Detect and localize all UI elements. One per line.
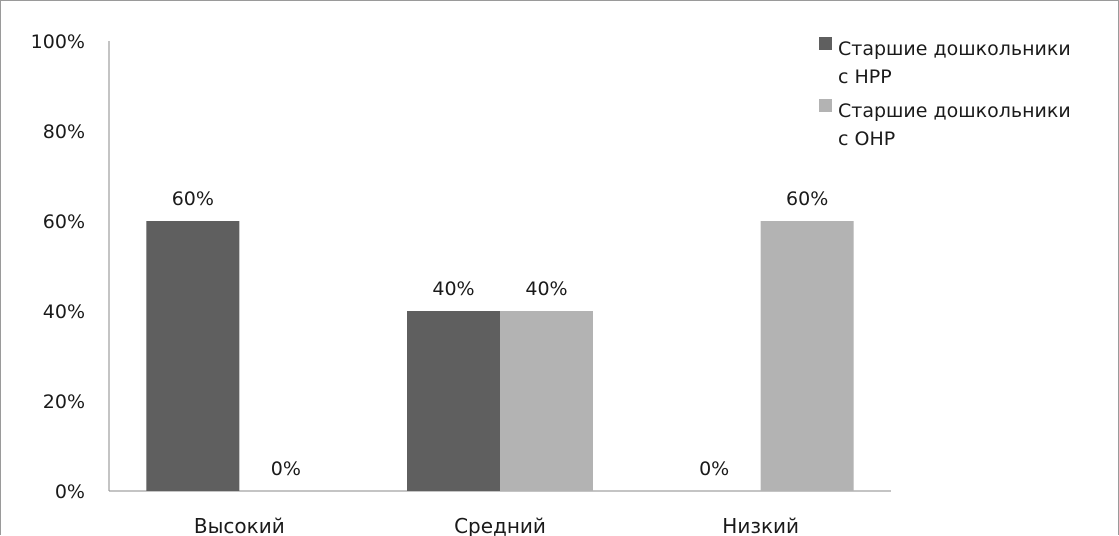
- y-tick-label: 100%: [31, 31, 85, 53]
- category-label: Низкий: [722, 514, 799, 536]
- bar-nrr-1: [407, 311, 500, 491]
- legend-label: с НРР: [838, 66, 892, 88]
- data-label: 60%: [786, 188, 828, 210]
- bar-nrr-0: [146, 221, 240, 491]
- y-tick-label: 60%: [43, 211, 85, 233]
- y-tick-label: 40%: [43, 301, 85, 323]
- legend: Старшие дошкольники с НРР Старшие дошкольн…: [819, 37, 1071, 150]
- legend-label: с ОНР: [838, 128, 895, 150]
- legend-label: Старшие дошкольники: [838, 38, 1071, 60]
- category-labels: Высокий Средний Низкий: [194, 514, 799, 536]
- data-label: 0%: [271, 458, 301, 480]
- legend-swatch-nrr: [819, 37, 832, 50]
- bar-onr-2: [760, 221, 854, 491]
- bars: [146, 221, 854, 491]
- legend-label: Старшие дошкольники: [838, 100, 1071, 122]
- legend-swatch-onr: [819, 99, 832, 112]
- category-label: Средний: [454, 514, 546, 536]
- data-label: 0%: [699, 458, 729, 480]
- y-tick-label: 20%: [43, 391, 85, 413]
- y-axis-ticks: 0% 20% 40% 60% 80% 100%: [31, 31, 85, 503]
- data-label: 40%: [525, 278, 567, 300]
- data-labels: 60% 0% 40% 40% 0% 60%: [172, 188, 829, 480]
- category-label: Высокий: [194, 514, 285, 536]
- data-label: 40%: [432, 278, 474, 300]
- y-tick-label: 80%: [43, 121, 85, 143]
- bar-onr-1: [500, 311, 593, 491]
- y-tick-label: 0%: [55, 481, 85, 503]
- data-label: 60%: [172, 188, 214, 210]
